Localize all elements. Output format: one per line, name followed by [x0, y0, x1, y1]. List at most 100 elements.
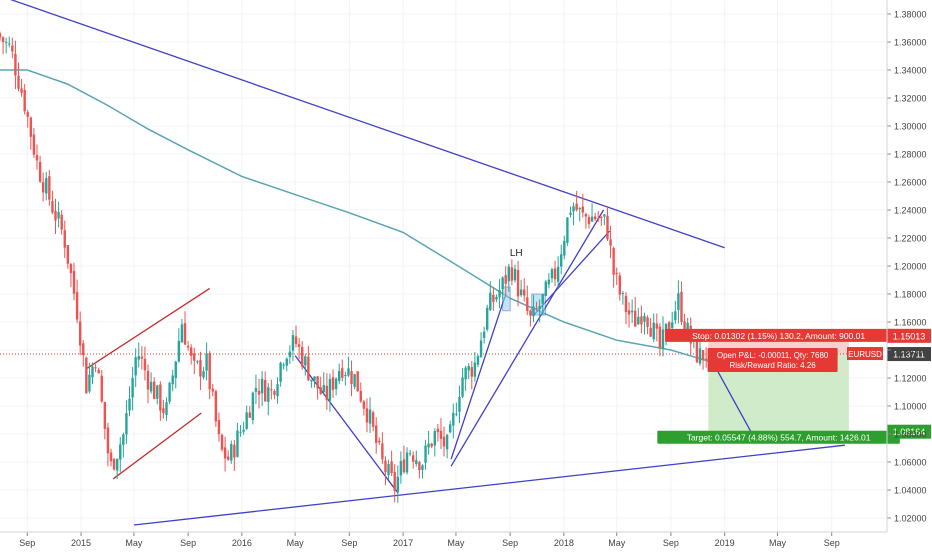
candle-body	[634, 310, 637, 327]
candle-body	[168, 382, 171, 402]
current-price-tag-bg	[887, 347, 931, 362]
candle-body	[529, 310, 532, 316]
candle-body	[186, 345, 190, 348]
candle-body	[294, 336, 298, 344]
y-tick-label: 1.38000	[894, 10, 927, 20]
candle-body	[41, 182, 45, 193]
candle-body	[97, 370, 100, 374]
candle-body	[458, 396, 461, 412]
candle-body	[82, 343, 85, 356]
y-tick-label: 1.02000	[894, 514, 927, 524]
spike-down-line	[294, 355, 399, 494]
candle-body	[11, 45, 14, 52]
candle-body	[196, 361, 199, 363]
candle-body	[661, 329, 665, 349]
candle-body	[350, 371, 353, 385]
candle-body	[507, 266, 510, 282]
y-tick-label: 1.36000	[894, 38, 927, 48]
candle-body	[677, 293, 680, 310]
candle-body	[233, 444, 236, 458]
candle-body	[288, 351, 292, 357]
candle-body	[125, 413, 128, 435]
candle-body	[519, 289, 523, 296]
candle-body	[575, 203, 578, 211]
candle-body	[319, 387, 322, 394]
candle-body	[223, 447, 227, 459]
candle-body	[85, 357, 88, 394]
y-tick-label: 1.24000	[894, 206, 927, 216]
candle-body	[199, 360, 202, 377]
candle-body	[88, 374, 91, 392]
candle-body	[609, 239, 612, 246]
candle-body	[347, 368, 350, 376]
candle-body	[427, 443, 430, 448]
y-tick-label: 1.04000	[894, 486, 927, 496]
candle-body	[4, 41, 8, 43]
candle-body	[381, 443, 384, 460]
candle-body	[455, 413, 458, 415]
candle-body	[550, 269, 554, 279]
candle-body	[630, 310, 634, 313]
candle-body	[193, 353, 196, 361]
candle-body	[103, 401, 107, 429]
candle-body	[17, 75, 20, 89]
candle-body	[128, 398, 131, 411]
candle-body	[606, 215, 609, 240]
candle-body	[273, 391, 276, 395]
target-price-tag-bg	[887, 424, 931, 439]
candle-body	[615, 272, 618, 274]
candle-body	[418, 462, 421, 471]
x-tick-label: Sep	[502, 538, 518, 548]
candle-body	[489, 292, 492, 311]
candle-body	[63, 230, 66, 248]
candle-body	[624, 295, 628, 313]
symbol-tag: EURUSD	[848, 350, 882, 359]
y-tick-label: 1.28000	[894, 150, 927, 160]
y-tick-label: 1.16000	[894, 318, 927, 328]
y-tick-label: 1.34000	[894, 66, 927, 76]
candle-body	[72, 271, 76, 294]
candle-body	[701, 350, 705, 361]
candle-body	[14, 53, 17, 76]
candle-body	[146, 370, 150, 390]
candle-body	[183, 323, 187, 345]
candle-body	[322, 385, 325, 393]
candle-body	[584, 214, 588, 217]
candle-body	[680, 291, 683, 322]
candle-body	[202, 371, 205, 378]
x-tick-label: May	[125, 538, 143, 548]
y-tick-label: 1.06000	[894, 458, 927, 468]
y-tick-label: 1.08000	[894, 430, 927, 440]
candle-body	[251, 392, 255, 421]
candle-body	[513, 268, 517, 281]
candle-body	[211, 388, 214, 392]
candle-body	[396, 476, 399, 493]
x-tick-label: Sep	[180, 538, 196, 548]
candle-body	[408, 453, 412, 455]
candle-body	[152, 381, 156, 399]
candle-body	[587, 217, 591, 224]
candle-body	[328, 379, 332, 401]
candle-body	[119, 444, 122, 460]
candle-body	[78, 321, 82, 346]
x-tick-label: 2017	[393, 538, 413, 548]
candle-body	[137, 356, 140, 360]
candle-body	[433, 431, 436, 446]
candle-body	[313, 376, 316, 381]
candle-body	[122, 434, 125, 445]
drawings	[0, 0, 885, 526]
candle-body	[134, 357, 137, 376]
candle-body	[282, 364, 285, 366]
candle-body	[390, 461, 393, 474]
candle-body	[569, 212, 572, 215]
candle-body	[149, 381, 153, 392]
candle-body	[35, 155, 39, 161]
candle-body	[115, 458, 119, 471]
candle-body	[698, 348, 702, 364]
candle-body	[106, 427, 110, 454]
candle-body	[57, 212, 60, 219]
candle-body	[131, 378, 134, 398]
stop-price-tag-bg	[887, 328, 931, 343]
candle-body	[553, 268, 557, 280]
